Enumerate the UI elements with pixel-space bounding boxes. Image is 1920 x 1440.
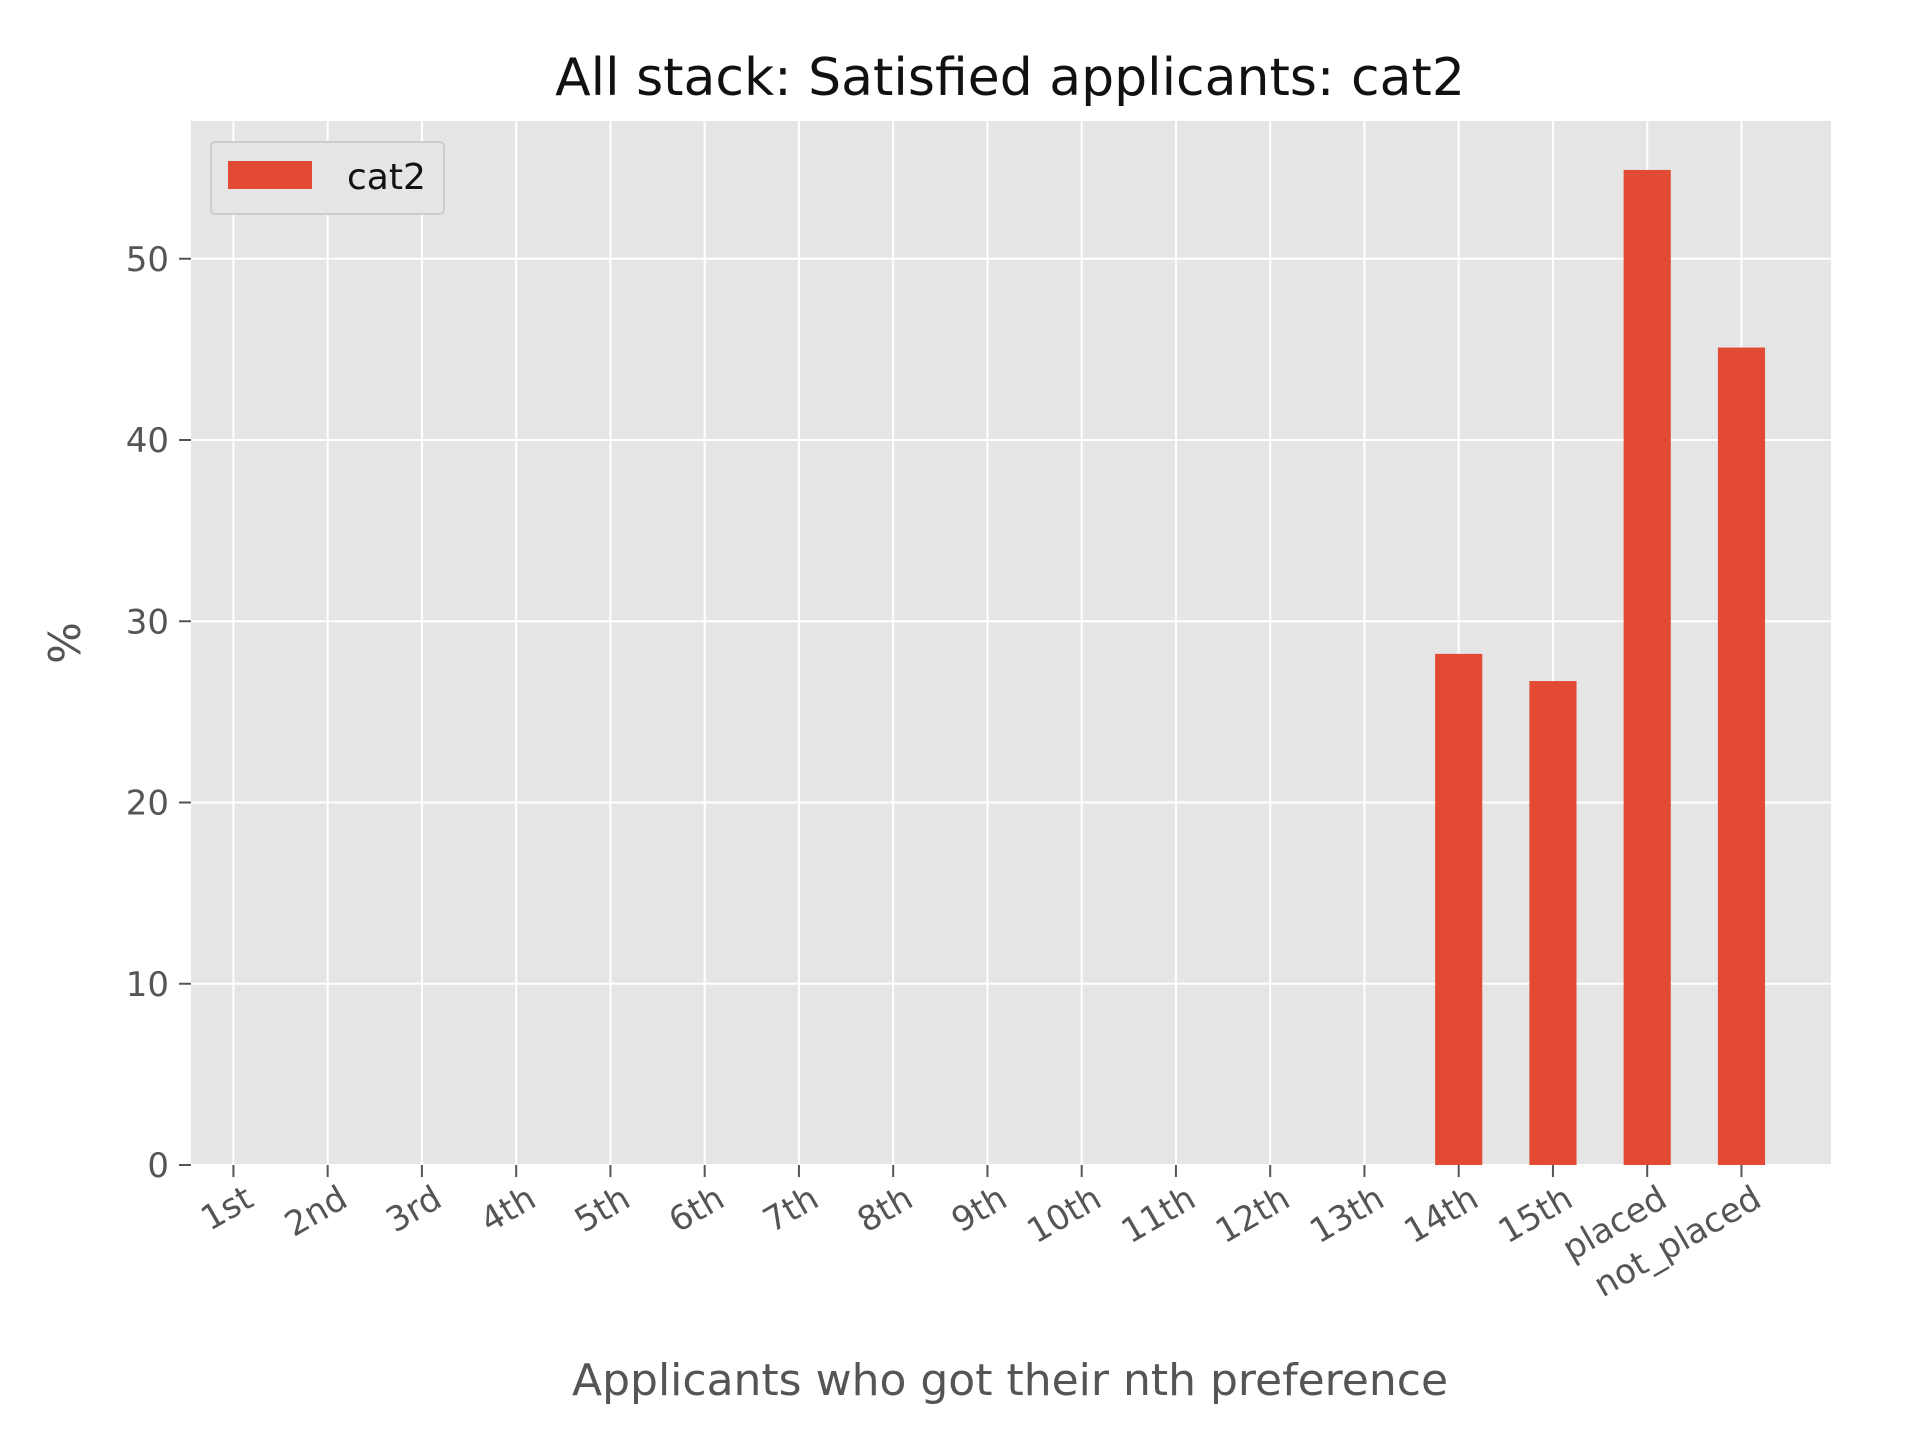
x-tick-label: 7th xyxy=(756,1178,825,1241)
y-tick-label: 50 xyxy=(126,240,169,280)
y-axis-label: % xyxy=(40,622,91,664)
x-tick-label: 5th xyxy=(568,1178,637,1241)
y-tick-label: 30 xyxy=(126,602,169,642)
plot-area xyxy=(191,121,1831,1165)
bars xyxy=(1435,169,1766,1165)
legend-box xyxy=(210,141,445,215)
x-tick-label: 9th xyxy=(945,1178,1014,1241)
x-tick-label: 12th xyxy=(1209,1178,1297,1252)
x-tick-label: 6th xyxy=(662,1178,731,1241)
y-tick-label: 10 xyxy=(126,965,169,1005)
x-tick-label: 1st xyxy=(194,1178,260,1239)
y-tick-label: 0 xyxy=(147,1146,169,1186)
x-tick-label: 13th xyxy=(1303,1178,1391,1252)
x-tick-label: 10th xyxy=(1021,1178,1109,1252)
bar xyxy=(1435,653,1483,1165)
x-tick-label: 4th xyxy=(474,1178,543,1241)
legend-swatch xyxy=(228,161,312,189)
x-axis-ticks: 1st 2nd 3rd 4th 5th 6th 7th 8th 9th 10th 11th 12th 1… xyxy=(194,1165,1768,1306)
x-tick-label: 8th xyxy=(851,1178,920,1241)
y-tick-label: 20 xyxy=(126,784,169,824)
bar xyxy=(1717,347,1766,1165)
y-axis-ticks: 0 10 20 30 40 50 xyxy=(126,240,191,1186)
legend-label: cat2 xyxy=(347,157,426,198)
legend: cat2 xyxy=(210,141,445,215)
x-tick-label: 2nd xyxy=(278,1178,354,1245)
x-tick-label: 14th xyxy=(1398,1178,1486,1252)
x-axis-label: Applicants who got their nth preference xyxy=(572,1355,1448,1406)
bar xyxy=(1529,681,1577,1165)
bar xyxy=(1623,169,1671,1165)
x-tick-label: 11th xyxy=(1115,1178,1203,1252)
x-tick-label: 3rd xyxy=(379,1178,448,1241)
chart-title: All stack: Satisfied applicants: cat2 xyxy=(555,48,1465,108)
y-tick-label: 40 xyxy=(126,421,169,461)
